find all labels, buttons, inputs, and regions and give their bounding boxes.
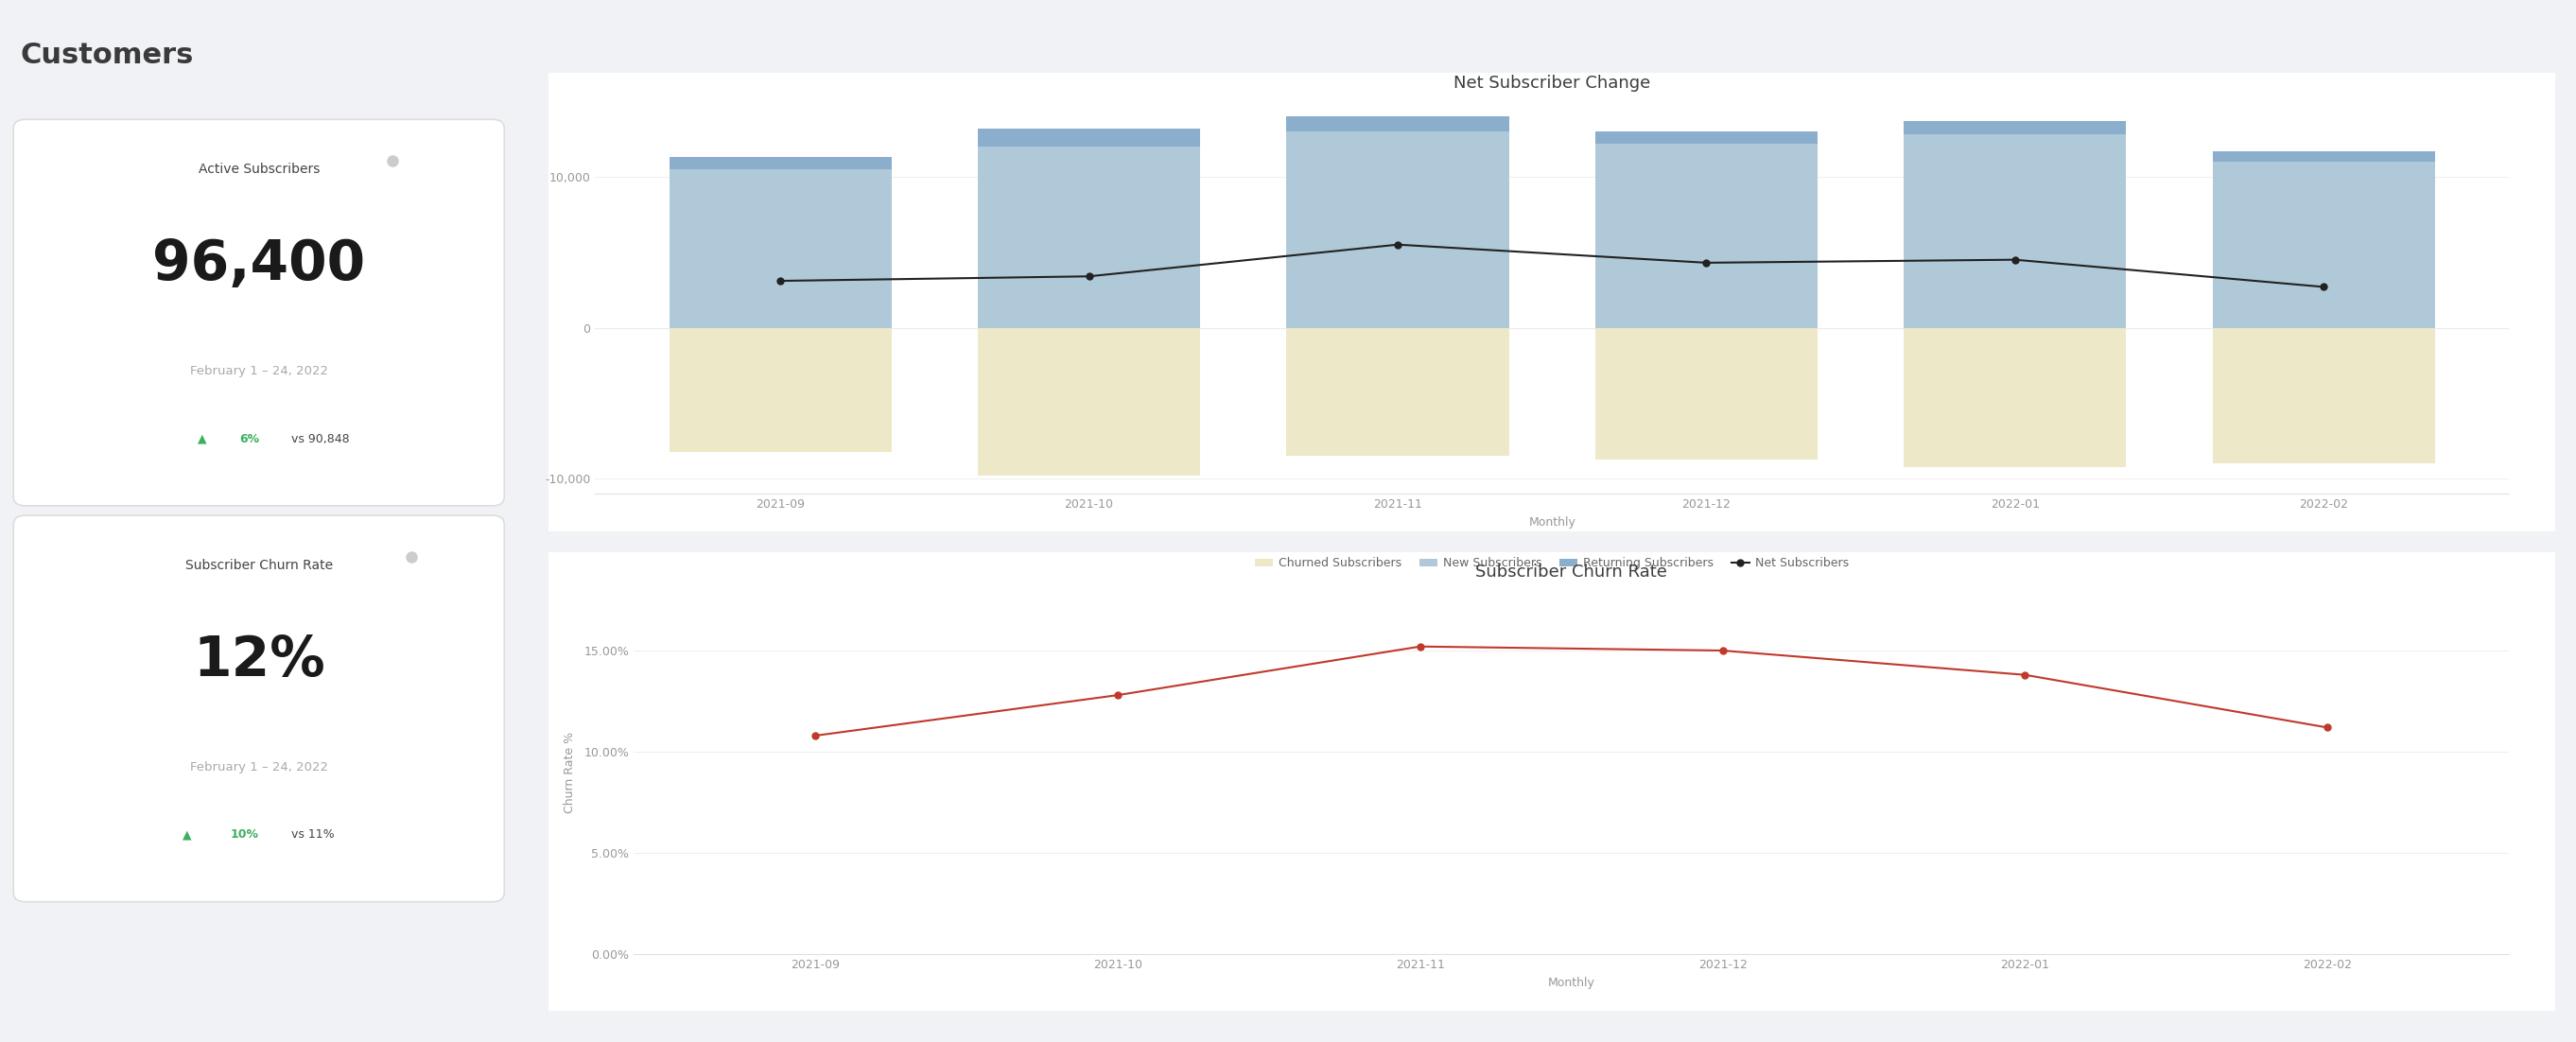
Title: Subscriber Churn Rate: Subscriber Churn Rate [1476,564,1667,580]
Text: vs 11%: vs 11% [289,828,335,841]
Bar [670,157,891,169]
Bar [670,327,891,451]
Text: 96,400: 96,400 [152,238,366,292]
Legend: Churned Subscribers, New Subscribers, Returning Subscribers, Net Subscribers: Churned Subscribers, New Subscribers, Re… [1249,552,1855,574]
FancyBboxPatch shape [538,550,2566,1013]
Bar [1285,116,1510,131]
Bar [1904,134,2125,327]
Text: 10%: 10% [229,828,258,841]
Bar [1595,131,1819,144]
Bar [1595,144,1819,327]
Text: vs 90,848: vs 90,848 [289,432,350,445]
Bar [2213,162,2434,327]
X-axis label: Monthly: Monthly [1528,516,1577,528]
Text: Customers: Customers [21,42,193,69]
Title: Net Subscriber Change: Net Subscriber Change [1453,75,1651,92]
Text: ▲: ▲ [183,828,193,841]
Bar [1904,121,2125,134]
Bar [979,128,1200,146]
Text: Subscriber Churn Rate: Subscriber Churn Rate [185,559,332,572]
Y-axis label: Churn Rate %: Churn Rate % [564,731,577,813]
Text: 12%: 12% [193,634,325,688]
Text: Active Subscribers: Active Subscribers [198,163,319,176]
Text: February 1 – 24, 2022: February 1 – 24, 2022 [191,761,327,773]
Bar [1595,327,1819,460]
Bar [2213,327,2434,464]
FancyBboxPatch shape [538,71,2566,534]
Bar [979,327,1200,476]
FancyBboxPatch shape [13,516,505,901]
Text: February 1 – 24, 2022: February 1 – 24, 2022 [191,365,327,377]
X-axis label: Monthly: Monthly [1548,976,1595,989]
Bar [1285,131,1510,327]
FancyBboxPatch shape [13,120,505,505]
Bar [670,169,891,327]
Bar [1904,327,2125,467]
Bar [1285,327,1510,456]
Bar [979,146,1200,327]
Bar [2213,151,2434,162]
Text: ▲: ▲ [198,432,206,445]
Text: 6%: 6% [240,432,260,445]
